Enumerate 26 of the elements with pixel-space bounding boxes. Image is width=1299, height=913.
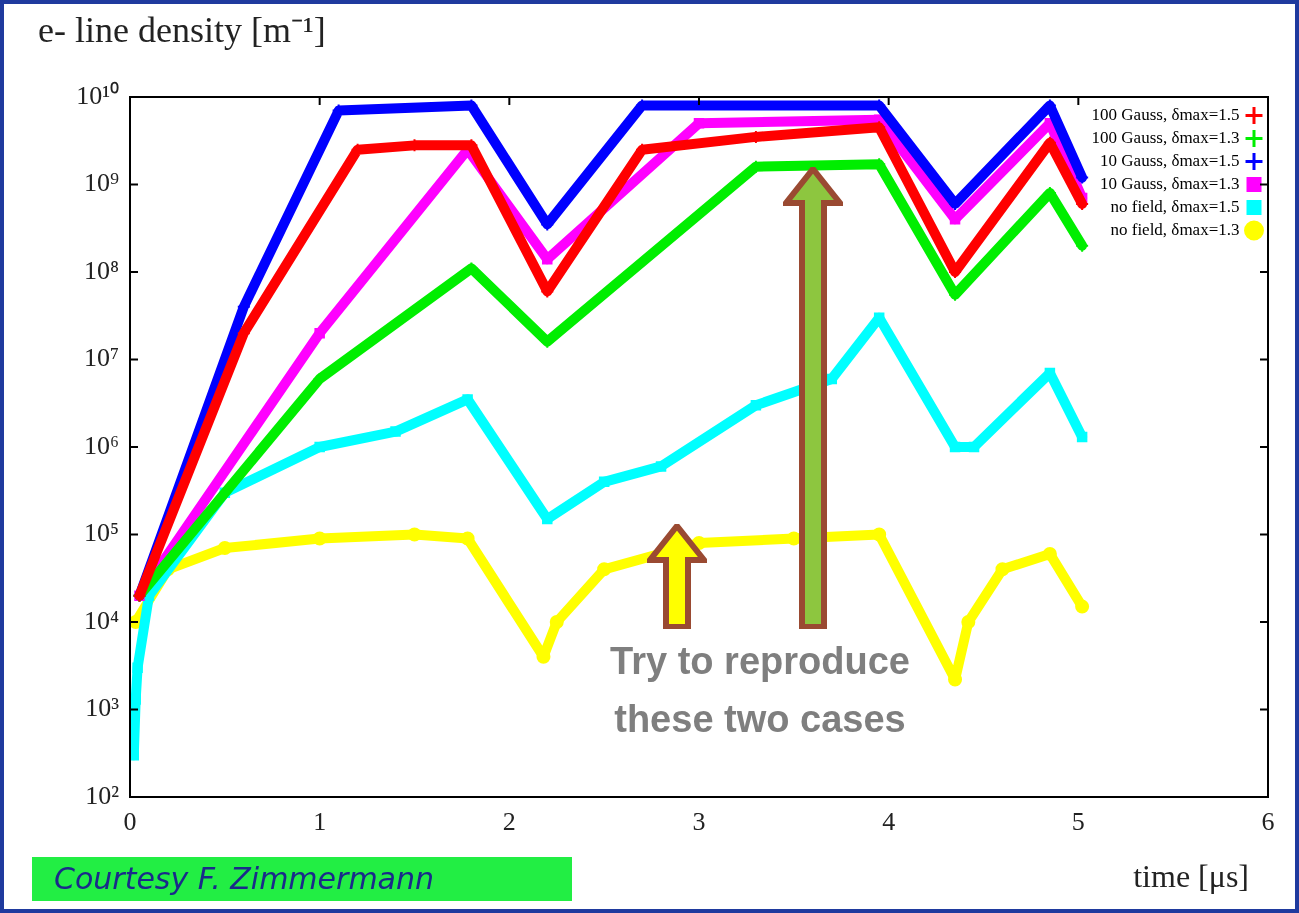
y-tick-label: 10⁸ <box>83 255 119 285</box>
y-tick-label: 10² <box>85 780 120 810</box>
y-tick-label: 10⁷ <box>83 343 119 373</box>
legend-label: 100 Gauss, δmax=1.5 <box>1091 104 1240 124</box>
annotation: Try to reproduce these two cases <box>609 639 911 742</box>
y-tick-label: 10⁵ <box>83 518 119 548</box>
x-tick-label: 3 <box>692 807 706 837</box>
x-tick-label: 4 <box>882 807 896 837</box>
y-axis-title: e- line density [m⁻¹] <box>38 9 326 52</box>
x-tick-label: 1 <box>313 807 327 837</box>
y-tick-label: 10⁶ <box>83 430 119 460</box>
legend-label: 10 Gauss, δmax=1.5 <box>1100 150 1240 170</box>
legend-label: 10 Gauss, δmax=1.3 <box>1100 173 1240 193</box>
legend-label: 100 Gauss, δmax=1.3 <box>1091 127 1240 147</box>
x-axis-title: time [μs] <box>1133 858 1249 895</box>
x-tick-label: 0 <box>123 807 137 837</box>
legend-label: no field, δmax=1.3 <box>1110 219 1240 239</box>
y-tick-label: 10³ <box>85 693 120 723</box>
y-tick-label: 10¹⁰ <box>76 80 119 110</box>
x-tick-label: 2 <box>502 807 516 837</box>
y-tick-label: 10⁴ <box>83 605 119 635</box>
text: Courtesy F. Zimmermann <box>32 857 572 901</box>
x-tick-label: 5 <box>1071 807 1085 837</box>
legend-label: no field, δmax=1.5 <box>1110 196 1240 216</box>
x-tick-label: 6 <box>1261 807 1275 837</box>
y-tick-label: 10⁹ <box>83 168 119 198</box>
